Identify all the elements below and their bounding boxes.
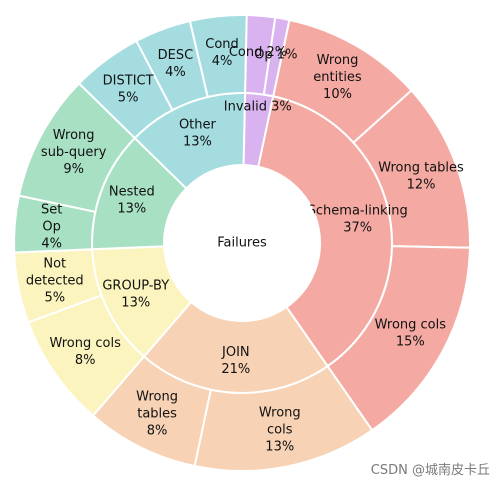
label-schema-linking-wrong-tables-line-1: Wrong tables bbox=[378, 160, 464, 175]
label-group-by-line-1: GROUP-BY bbox=[102, 278, 169, 293]
label-nested-set-op-line-2: Op bbox=[42, 220, 60, 235]
label-invalid-cond-line-1: Cond 2% bbox=[229, 45, 287, 60]
slice-invalid-op bbox=[262, 16, 291, 98]
label-join-wrong-tables-line-2: tables bbox=[137, 407, 177, 422]
label-join-line-1: JOIN bbox=[221, 345, 250, 360]
label-nested-wrong-sub-query-line-2: sub-query bbox=[41, 145, 107, 160]
label-invalid-op-line-1: Op 1% bbox=[254, 48, 297, 63]
label-schema-linking-wrong-cols-line-1: Wrong cols bbox=[375, 317, 447, 332]
label-other-distict-line-1: DISTICT bbox=[103, 74, 154, 89]
label-other-line-2: 13% bbox=[183, 135, 212, 150]
label-nested-line-1: Nested bbox=[109, 185, 155, 200]
outer-ring bbox=[13, 14, 471, 472]
label-group-by-not-detected-line-2: detected bbox=[26, 273, 84, 288]
label-group-by-line-2: 13% bbox=[121, 295, 150, 310]
label-schema-linking-line-1: Schema-linking bbox=[308, 204, 408, 219]
label-schema-linking-wrong-entities-line-2: entities bbox=[313, 70, 362, 85]
label-other-desc-line-2: 4% bbox=[165, 65, 186, 80]
label-join-wrong-cols-line-2: cols bbox=[267, 423, 293, 438]
label-nested-line-2: 13% bbox=[117, 202, 146, 217]
label-schema-linking-wrong-entities-line-3: 10% bbox=[323, 87, 352, 102]
label-other-line-1: Other bbox=[179, 118, 217, 133]
label-schema-linking-wrong-tables-line-2: 12% bbox=[407, 177, 436, 192]
label-join-wrong-tables-line-3: 8% bbox=[147, 424, 168, 439]
label-nested-wrong-sub-query-line-3: 9% bbox=[63, 162, 84, 177]
label-join-line-2: 21% bbox=[221, 362, 250, 377]
label-schema-linking-line-2: 37% bbox=[343, 221, 372, 236]
center-hole bbox=[164, 165, 320, 321]
center-label: Failures bbox=[217, 236, 267, 251]
label-other-desc-line-1: DESC bbox=[158, 48, 194, 63]
label-nested-set-op-line-3: 4% bbox=[41, 237, 62, 252]
label-schema-linking-wrong-cols-line-2: 15% bbox=[396, 334, 425, 349]
watermark: CSDN @城南皮卡丘 bbox=[370, 463, 490, 478]
label-group-by-not-detected-line-1: Not bbox=[43, 256, 66, 271]
label-join-wrong-cols-line-1: Wrong bbox=[259, 406, 301, 421]
label-group-by-wrong-cols-line-2: 8% bbox=[75, 353, 96, 368]
label-invalid-line-1: Invalid 3% bbox=[224, 99, 292, 114]
label-other-cond-line-1: Cond bbox=[205, 37, 239, 52]
label-group-by-wrong-cols-line-1: Wrong cols bbox=[49, 336, 121, 351]
label-group-by-not-detected-line-3: 5% bbox=[44, 290, 65, 305]
label-join-wrong-tables-line-1: Wrong bbox=[136, 390, 178, 405]
chart-labels: Schema-linking 37% Wrong entities 10% Wrong t… bbox=[26, 37, 464, 455]
label-other-cond-line-2: 4% bbox=[212, 54, 233, 69]
label-other-distict-line-2: 5% bbox=[118, 91, 139, 106]
label-join-wrong-cols-line-3: 13% bbox=[265, 440, 294, 455]
label-nested-set-op-line-1: Set bbox=[41, 203, 62, 218]
label-nested-wrong-sub-query-line-1: Wrong bbox=[53, 128, 95, 143]
label-schema-linking-wrong-entities-line-1: Wrong bbox=[317, 53, 359, 68]
